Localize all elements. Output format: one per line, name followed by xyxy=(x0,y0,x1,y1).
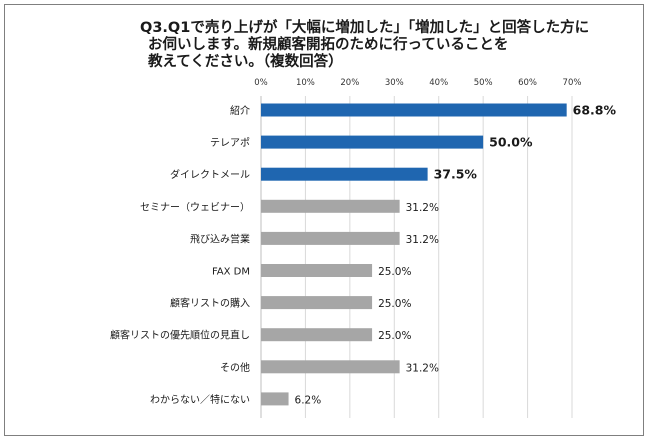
bar xyxy=(261,135,484,149)
category-label: FAX DM xyxy=(212,267,250,278)
bar xyxy=(261,360,400,374)
x-tick-label: 0% xyxy=(254,78,268,88)
bar xyxy=(261,199,400,213)
value-label: 25.0% xyxy=(378,330,411,342)
value-label: 25.0% xyxy=(378,266,411,278)
value-label: 25.0% xyxy=(378,298,411,310)
bar xyxy=(261,296,373,310)
category-label: 顧客リストの優先順位の見直し xyxy=(110,329,250,342)
x-tick-label: 40% xyxy=(429,78,448,88)
bar xyxy=(261,103,567,117)
bar xyxy=(261,264,373,277)
category-label: わからない／特にない xyxy=(150,394,250,406)
bar xyxy=(261,392,289,406)
value-label: 31.2% xyxy=(406,234,439,246)
category-label: 飛び込み営業 xyxy=(190,232,250,245)
category-label: 顧客リストの購入 xyxy=(170,297,250,310)
x-tick-label: 70% xyxy=(563,78,582,88)
category-label: その他 xyxy=(220,361,250,374)
chart-title-line-2: お伺いします。新規顧客開拓のために行っていることを xyxy=(148,37,509,53)
x-tick-label: 10% xyxy=(296,78,315,88)
chart-title-line-1: Q3.Q1で売り上げが「大幅に増加した」「増加した」と回答した方に xyxy=(140,20,590,36)
value-label: 50.0% xyxy=(489,135,533,150)
category-label: テレアポ xyxy=(210,137,250,149)
bar xyxy=(261,231,400,245)
category-label: 紹介 xyxy=(230,104,250,117)
x-tick-label: 50% xyxy=(474,78,493,88)
category-label: セミナー（ウェビナー） xyxy=(140,201,250,213)
chart-title-line-3: 教えてください。（複数回答） xyxy=(148,54,343,70)
value-label: 6.2% xyxy=(295,394,322,406)
value-label: 68.8% xyxy=(573,103,617,118)
value-label: 31.2% xyxy=(406,362,439,374)
x-tick-label: 60% xyxy=(518,78,537,88)
bar xyxy=(261,328,373,342)
chart-title: Q3.Q1で売り上げが「大幅に増加した」「増加した」と回答した方に お伺いします… xyxy=(140,20,620,71)
category-label: ダイレクトメール xyxy=(170,168,250,181)
bar xyxy=(261,167,428,181)
x-tick-label: 20% xyxy=(340,78,359,88)
value-label: 37.5% xyxy=(434,167,478,182)
x-tick-label: 30% xyxy=(385,78,404,88)
value-label: 31.2% xyxy=(406,202,439,214)
